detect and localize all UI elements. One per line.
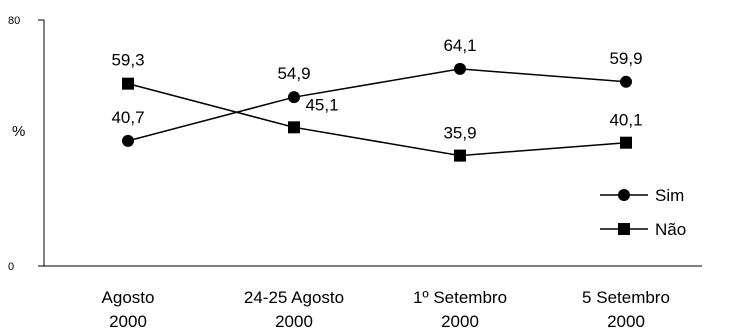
x-tick-label: 1º Setembro bbox=[413, 288, 507, 307]
circle-marker-icon bbox=[618, 189, 630, 201]
x-tick-label: 2000 bbox=[275, 312, 313, 329]
series-line-0 bbox=[127, 68, 627, 142]
x-tick-label: Agosto bbox=[102, 288, 155, 307]
legend-item-sim: Sim bbox=[600, 186, 684, 205]
legend-label-sim: Sim bbox=[655, 186, 684, 205]
x-tick-label: 2000 bbox=[607, 312, 645, 329]
data-label: 59,9 bbox=[609, 49, 642, 68]
data-point bbox=[620, 75, 632, 88]
data-label: 35,9 bbox=[443, 124, 476, 143]
legend-item-nao: Não bbox=[600, 220, 686, 239]
series-0: 40,7 54,9 64,1 59,9 bbox=[111, 36, 643, 147]
x-tick-label: 2000 bbox=[441, 312, 479, 329]
data-point bbox=[122, 77, 134, 90]
data-point bbox=[288, 91, 300, 104]
series-line-1 bbox=[127, 82, 627, 157]
series-layer: 40,7 54,9 64,1 59,9 59,3 45,1 35,9 40,1 bbox=[111, 36, 643, 162]
data-label: 40,7 bbox=[111, 108, 144, 127]
data-label: 40,1 bbox=[609, 111, 642, 130]
data-label: 64,1 bbox=[443, 36, 476, 55]
data-label: 45,1 bbox=[305, 95, 338, 114]
data-point bbox=[620, 136, 632, 149]
y-axis-label: % bbox=[12, 123, 25, 140]
data-point bbox=[122, 134, 134, 147]
y-tick-label-max: 80 bbox=[8, 15, 20, 27]
data-point bbox=[288, 121, 300, 134]
y-tick-label-min: 0 bbox=[8, 261, 14, 273]
series-1: 59,3 45,1 35,9 40,1 bbox=[111, 51, 643, 162]
data-point bbox=[454, 149, 466, 162]
x-tick-label: 5 Setembro bbox=[582, 288, 670, 307]
x-tick-labels: Agosto 2000 24-25 Agosto 2000 1º Setembro 200… bbox=[102, 288, 670, 331]
legend-label-nao: Não bbox=[655, 220, 686, 239]
x-tick-label: 24-25 Agosto bbox=[244, 288, 344, 307]
square-marker-icon bbox=[618, 223, 630, 235]
data-point bbox=[454, 62, 466, 75]
data-label: 54,9 bbox=[277, 64, 310, 83]
legend: Sim Não bbox=[600, 186, 686, 239]
x-tick-label: 2000 bbox=[109, 312, 147, 329]
data-label: 59,3 bbox=[111, 51, 144, 70]
